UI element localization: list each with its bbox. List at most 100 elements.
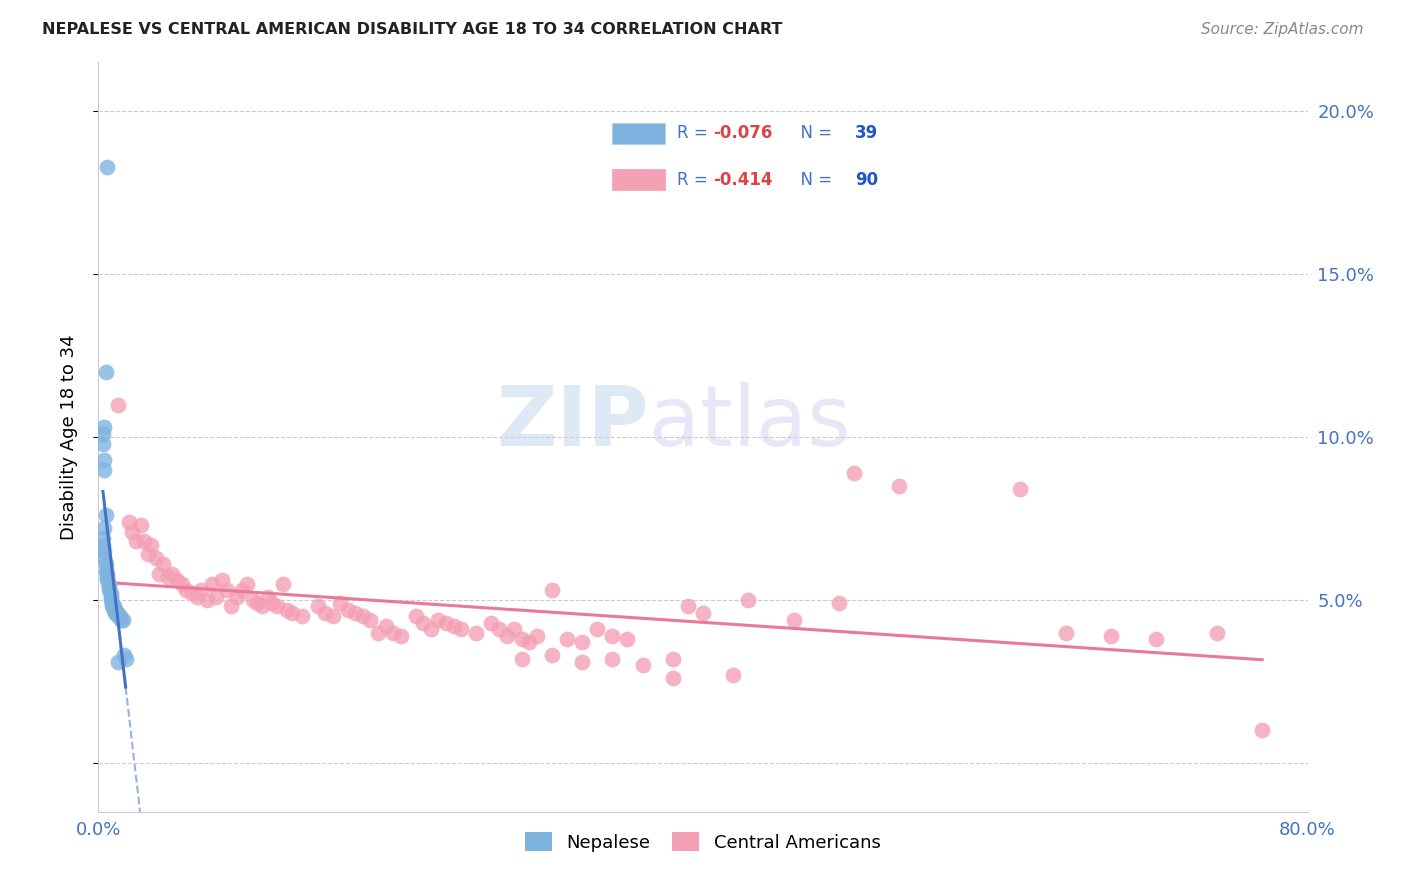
Point [195,593,218,607]
Point [434,615,457,630]
Point [93,453,115,467]
Point [495,629,517,643]
Point [1251,723,1274,738]
Text: Source: ZipAtlas.com: Source: ZipAtlas.com [1201,22,1364,37]
Point [723,668,745,682]
Point [162,566,184,581]
Point [427,613,450,627]
Point [226,590,249,604]
Point [114,651,136,665]
Point [571,635,593,649]
Point [141,538,163,552]
Point [526,629,548,643]
Point [465,625,488,640]
Point [98,583,121,598]
Point [118,515,141,529]
Point [98,576,121,591]
Point [91,436,114,450]
Point [389,629,412,643]
Point [94,508,117,523]
Point [692,606,714,620]
Point [104,606,127,620]
Point [517,635,540,649]
Point [602,651,624,665]
Point [374,619,396,633]
Point [367,625,389,640]
Point [94,564,117,578]
Point [170,576,193,591]
Point [186,590,208,604]
Point [93,521,115,535]
Point [96,160,118,174]
Point [231,583,253,598]
Point [336,603,359,617]
Point [215,583,238,598]
Point [314,606,336,620]
Point [91,426,114,441]
Point [291,609,314,624]
Point [1010,482,1032,496]
Text: NEPALESE VS CENTRAL AMERICAN DISABILITY AGE 18 TO 34 CORRELATION CHART: NEPALESE VS CENTRAL AMERICAN DISABILITY … [42,22,783,37]
Point [91,531,114,545]
Point [262,596,284,610]
Point [276,603,298,617]
Point [156,570,179,584]
Point [602,629,624,643]
Point [1206,625,1229,640]
Point [405,609,427,624]
Point [844,466,866,480]
Point [281,606,304,620]
Point [100,593,122,607]
Point [96,566,118,581]
Point [571,655,593,669]
Point [101,599,124,614]
Point [1099,629,1122,643]
Point [235,576,257,591]
Point [107,609,129,624]
Point [322,609,344,624]
Point [329,596,352,610]
Point [181,586,204,600]
Point [661,651,683,665]
Point [1144,632,1167,646]
Point [242,593,264,607]
Point [166,574,188,588]
Point [136,547,159,561]
Point [450,622,472,636]
Point [889,479,911,493]
Point [105,606,128,620]
Point [91,538,114,552]
Point [271,576,294,591]
Point [510,632,533,646]
Point [132,534,155,549]
Point [266,599,288,614]
Text: atlas: atlas [648,382,851,463]
Point [101,596,124,610]
Point [540,648,562,663]
Point [152,557,174,571]
Point [616,632,638,646]
Point [110,613,132,627]
Point [100,586,122,600]
Point [96,570,118,584]
Point [661,671,683,685]
Point [246,596,269,610]
Point [94,365,117,379]
Point [586,622,609,636]
Point [250,599,273,614]
Point [112,648,135,663]
Text: ZIP: ZIP [496,382,648,463]
Point [211,574,233,588]
Point [105,606,128,620]
Point [94,557,117,571]
Point [221,599,243,614]
Point [93,463,115,477]
Point [737,593,759,607]
Point [93,544,115,558]
Point [412,615,434,630]
Point [104,603,127,617]
Point [103,603,125,617]
Point [125,534,148,549]
Legend: Nepalese, Central Americans: Nepalese, Central Americans [517,825,889,859]
Point [121,524,143,539]
